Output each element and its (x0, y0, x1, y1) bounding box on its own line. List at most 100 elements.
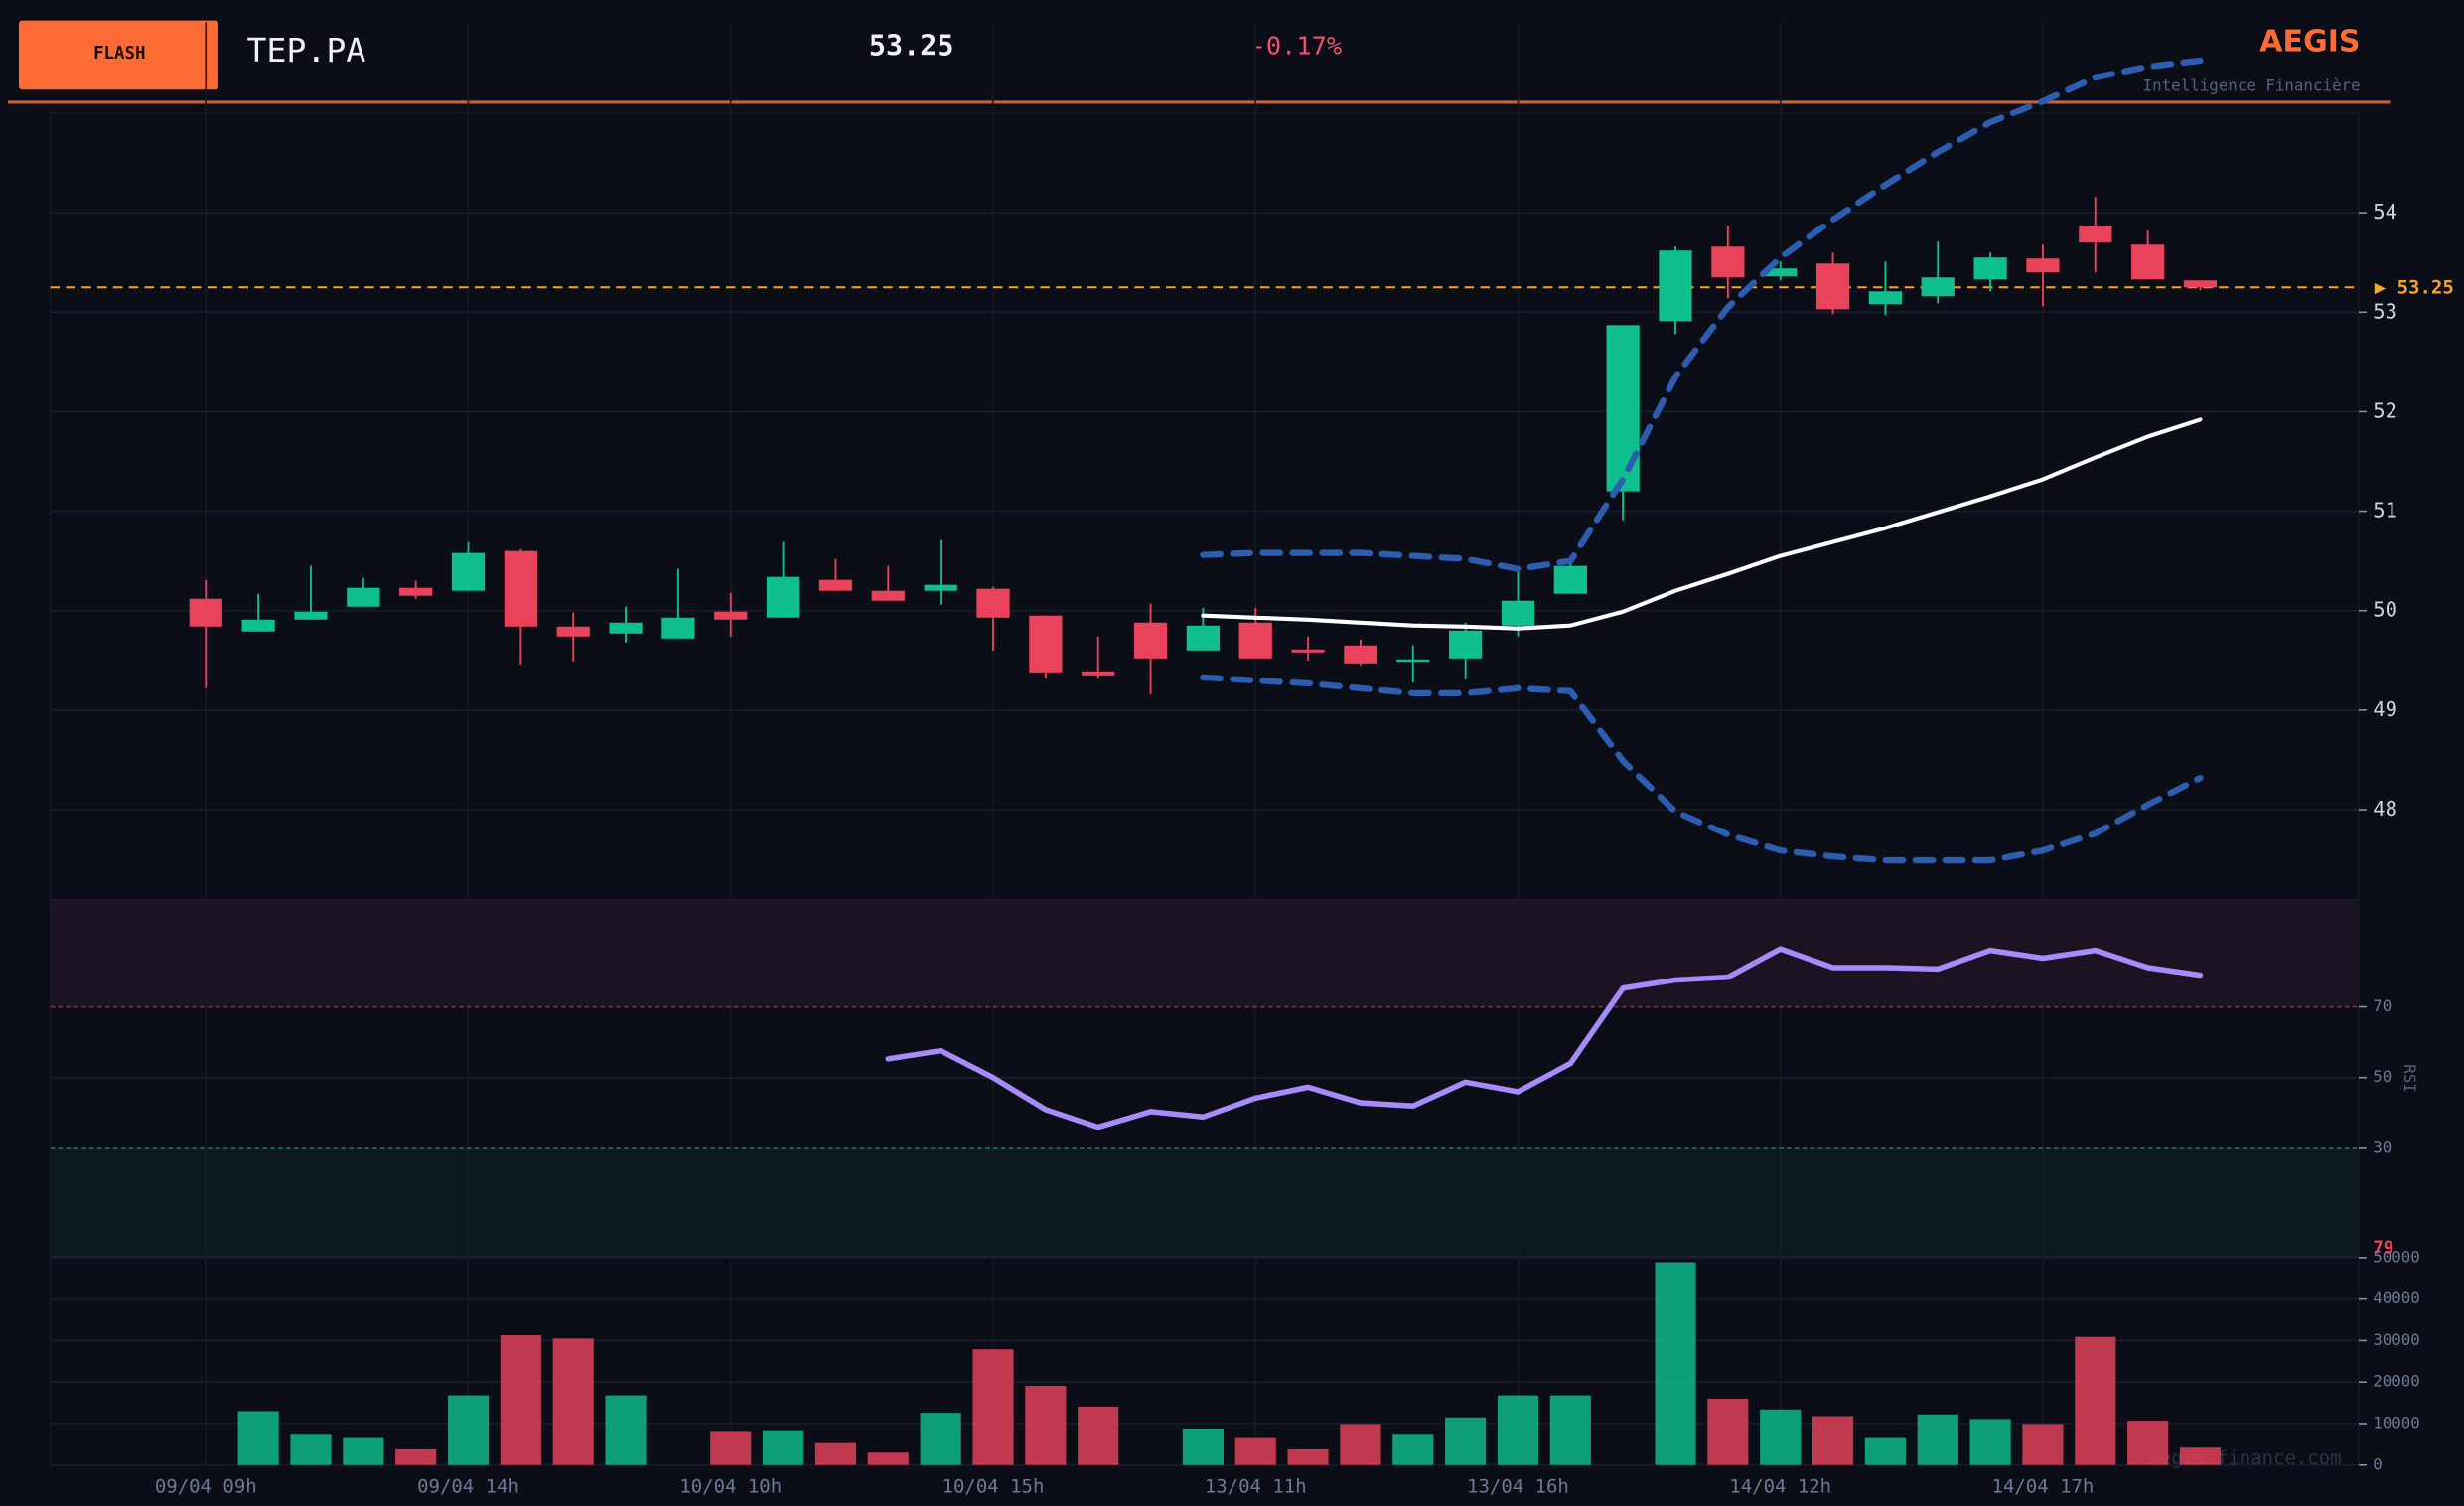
marker-glyph: ▶ (2375, 276, 2397, 298)
rsi-tick-label: 70 (2373, 996, 2392, 1015)
volume-bar (1549, 1395, 1591, 1465)
rsi-line (885, 946, 2204, 1130)
volume-bar (763, 1430, 804, 1465)
volume-bar (343, 1437, 384, 1465)
volume-bar (1182, 1429, 1224, 1465)
x-tick-label: 09/04 09h (155, 1475, 257, 1497)
candle-body (1711, 246, 1745, 278)
volume-bar (2179, 1447, 2222, 1465)
volume-bar (1234, 1437, 1276, 1465)
candle-body (1082, 671, 1115, 676)
rsi-tick-label: 50 (2373, 1067, 2392, 1086)
candle-body (766, 576, 800, 618)
volume-bar (1864, 1437, 1906, 1465)
candle-body (1238, 622, 1272, 659)
candle-body (347, 587, 380, 607)
y-tick-label: 50 (2373, 598, 2397, 622)
volume-bar (1497, 1395, 1539, 1465)
volume-bar (1445, 1417, 1487, 1465)
candle-body (818, 579, 853, 591)
oversold-zone (50, 1147, 2359, 1255)
change: -0.17% (1251, 32, 1342, 61)
candle-body (714, 611, 748, 620)
rsi-last-value: 79 (2373, 1238, 2393, 1258)
candle-body (241, 619, 275, 632)
price: 53.25 (869, 30, 954, 63)
x-tick-label: 10/04 10h (679, 1475, 782, 1497)
moving-average (1201, 417, 2203, 631)
y-tick-label: 53 (2373, 299, 2397, 323)
candle-body (1501, 600, 1535, 626)
volume-bar (710, 1431, 752, 1465)
volume-bar (1392, 1434, 1434, 1465)
volume-bar (1917, 1414, 1958, 1465)
x-tick-label: 13/04 11h (1205, 1475, 1307, 1497)
candle-body (2131, 244, 2165, 280)
volume-bar (500, 1335, 541, 1465)
candle-body (1764, 268, 1798, 277)
candle-body (661, 617, 695, 639)
candle-body (1815, 263, 1850, 310)
candle-body (1344, 645, 1377, 664)
volume-bar (237, 1411, 279, 1465)
volume-bar (1078, 1406, 1119, 1465)
candle-body (1449, 630, 1483, 659)
volume-bar (1025, 1385, 1067, 1465)
candle-body (556, 626, 590, 637)
candle-body (2183, 280, 2218, 288)
volume-bar (2075, 1336, 2116, 1465)
badge (18, 20, 218, 90)
y-tick-label: 52 (2373, 398, 2397, 422)
x-tick-label: 14/04 17h (1992, 1475, 2095, 1497)
candle-body (1553, 565, 1587, 594)
volume-bar (1812, 1416, 1854, 1465)
badge-text: FLASH (93, 44, 145, 64)
x-tick-label: 14/04 12h (1729, 1475, 1831, 1497)
volume-bar (2022, 1424, 2064, 1465)
volume-bar (814, 1442, 857, 1465)
y-tick-label: 51 (2373, 499, 2397, 523)
candle-body (2026, 258, 2060, 273)
y-tick-label: 49 (2373, 697, 2397, 721)
candle-body (1973, 257, 2007, 280)
volume-bar (1969, 1419, 2011, 1465)
candle-body (1029, 615, 1063, 673)
volume-bar (1655, 1262, 1696, 1465)
watermark: aegis-finance.com (2148, 1447, 2341, 1469)
candle-body (1921, 277, 1955, 297)
rsi-tick-label: 30 (2373, 1137, 2392, 1156)
volume-bar (605, 1395, 647, 1465)
y-tick-label: 48 (2373, 797, 2397, 821)
candle-body (1659, 250, 1692, 322)
last-price-value: 53.25 (2397, 276, 2454, 298)
candle-body (1186, 625, 1220, 651)
bollinger-lower (1200, 674, 2204, 864)
brand-subtitle: Intelligence Financière (2143, 76, 2361, 95)
candle-body (504, 550, 537, 627)
x-tick-label: 13/04 16h (1467, 1475, 1569, 1497)
y-tick-label: 54 (2373, 200, 2397, 224)
candle-body (1133, 622, 1168, 659)
volume-tick-label: 10000 (2373, 1413, 2420, 1431)
rsi-axis-label: RSI (2400, 1064, 2419, 1093)
volume-bar (1760, 1409, 1802, 1465)
candle-body (399, 587, 433, 596)
candle-body (1396, 659, 1430, 663)
volume-bar (2127, 1421, 2169, 1465)
volume-tick-label: 0 (2373, 1454, 2383, 1473)
candle-body (1291, 649, 1325, 653)
volume-tick-label: 50000 (2373, 1247, 2420, 1266)
x-tick-label: 10/04 15h (942, 1475, 1045, 1497)
candle-body (924, 584, 957, 591)
candle-body (294, 611, 328, 620)
candle-body (451, 552, 486, 591)
volume-tick-label: 40000 (2373, 1288, 2420, 1307)
volume-bar (447, 1395, 490, 1465)
volume-bar (395, 1448, 437, 1465)
candle-body (1606, 325, 1640, 492)
volume-bar (552, 1338, 594, 1465)
volume-bar (290, 1434, 332, 1465)
